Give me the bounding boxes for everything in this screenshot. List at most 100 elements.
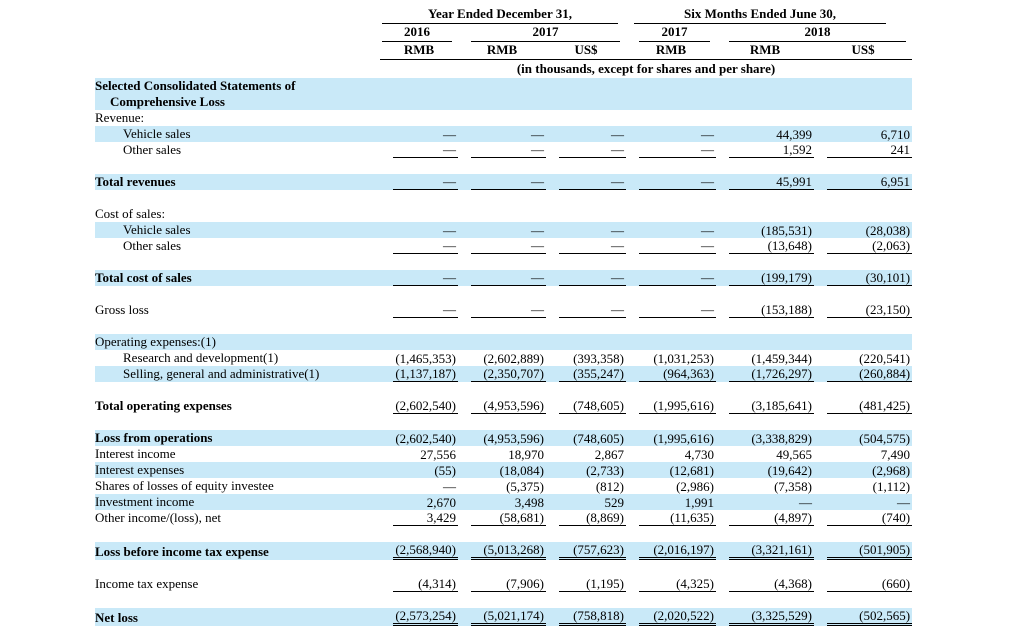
- value-cell: (2,016,197): [626, 542, 717, 560]
- row-label-text: Interest expenses: [95, 462, 185, 477]
- value-text: (4,325): [639, 576, 717, 592]
- value-cell: 27,556: [380, 446, 458, 462]
- value-cell: (3,338,829): [716, 430, 814, 446]
- value-text: (7,906): [471, 576, 546, 592]
- value-text: (185,531): [761, 223, 813, 238]
- value-text: (812): [595, 479, 625, 494]
- row-label: Loss before income tax expense: [95, 542, 380, 560]
- value-cell: (2,602,889): [458, 350, 546, 366]
- row-label: Selling, general and administrative(1): [95, 366, 380, 382]
- value-text: [729, 95, 814, 110]
- value-text: (3,321,161): [729, 542, 815, 560]
- value-cell: [626, 206, 716, 222]
- value-text: (2,602,540): [395, 431, 456, 446]
- value-text: (3,185,641): [729, 398, 815, 414]
- value-cell: 4,730: [626, 446, 716, 462]
- value-cell: (13,648): [716, 238, 815, 254]
- value-text: (1,995,616): [653, 431, 715, 446]
- value-text: (2,350,707): [471, 366, 546, 382]
- value-text: (55): [434, 463, 456, 478]
- row-label-text: Interest income: [95, 446, 176, 461]
- value-cell: [814, 78, 912, 110]
- value-cell: 2,670: [380, 494, 458, 510]
- currency-row: RMB RMB US$ RMB RMB US$: [95, 42, 913, 60]
- value-cell: —: [380, 222, 458, 238]
- value-text: (1,726,297): [729, 366, 815, 382]
- spacer-row: [95, 254, 912, 270]
- table-row: Total revenues — — — — 45,991 6,951: [95, 174, 913, 190]
- value-text: —: [531, 223, 544, 238]
- value-cell: (660): [814, 576, 913, 592]
- value-text: —: [559, 142, 627, 158]
- value-text: —: [639, 270, 717, 286]
- value-cell: (55): [380, 462, 458, 478]
- value-cell: (220,541): [814, 350, 912, 366]
- table-row: Interest expenses (55) (18,084) (2,733) (12,…: [95, 462, 913, 478]
- value-cell: (1,195): [546, 576, 627, 592]
- row-label-text: Selected Consolidated Statements of: [95, 78, 296, 93]
- value-cell: —: [626, 174, 717, 190]
- table-row: Other sales — — — — (13,648) (2,063): [95, 238, 913, 254]
- value-text: 1,592: [729, 142, 815, 158]
- spacer-row: [95, 158, 912, 174]
- row-label: Cost of sales:: [95, 206, 380, 222]
- table-row: Income tax expense (4,314) (7,906) (1,195) (…: [95, 576, 913, 592]
- value-cell: [380, 334, 458, 350]
- spacer-cell: [95, 190, 912, 206]
- value-text: [729, 207, 814, 222]
- value-text: (199,179): [729, 270, 815, 286]
- row-label-text: Other sales: [123, 142, 182, 157]
- value-cell: —: [458, 174, 546, 190]
- value-cell: —: [380, 142, 458, 158]
- row-label-text: Research and development(1): [123, 350, 279, 365]
- row-label-text: Vehicle sales: [123, 222, 191, 237]
- value-text: (964,363): [639, 366, 717, 382]
- value-cell: (1,031,253): [626, 350, 716, 366]
- value-cell: —: [546, 302, 627, 318]
- value-cell: (8,869): [546, 510, 627, 526]
- value-cell: —: [380, 270, 458, 286]
- value-text: —: [471, 270, 546, 286]
- table-row: Interest income 27,556 18,970 2,867 4,730 49,…: [95, 446, 912, 462]
- period-group-label: Six Months Ended June 30,: [634, 6, 887, 24]
- value-text: [471, 207, 546, 222]
- value-cell: —: [546, 126, 626, 142]
- value-cell: [716, 334, 814, 350]
- row-label: Income tax expense: [95, 576, 380, 592]
- value-cell: (7,906): [458, 576, 546, 592]
- value-text: (2,733): [586, 463, 625, 478]
- value-cell: [546, 110, 626, 126]
- value-cell: —: [458, 222, 546, 238]
- year-col-2016: 2016: [380, 24, 458, 42]
- spacer-cell: [95, 158, 912, 174]
- value-text: (2,602,540): [393, 398, 458, 414]
- value-cell: 2,867: [546, 446, 626, 462]
- value-cell: (12,681): [626, 462, 716, 478]
- value-text: —: [559, 238, 627, 254]
- value-text: (393,358): [573, 351, 625, 366]
- spacer-cell: [95, 254, 912, 270]
- value-cell: (5,375): [458, 478, 546, 494]
- value-cell: —: [626, 238, 717, 254]
- value-cell: (19,642): [716, 462, 814, 478]
- value-text: 7,490: [880, 447, 911, 462]
- row-label-text: Total cost of sales: [95, 270, 192, 285]
- value-text: [559, 335, 626, 350]
- table-row: Operating expenses:(1): [95, 334, 913, 350]
- value-cell: (23,150): [814, 302, 913, 318]
- value-text: 1,991: [684, 495, 715, 510]
- value-text: (1,031,253): [653, 351, 715, 366]
- value-text: 241: [827, 142, 913, 158]
- value-cell: —: [546, 270, 627, 286]
- value-cell: [814, 206, 912, 222]
- row-label: Net loss: [95, 608, 380, 626]
- value-text: —: [611, 127, 625, 142]
- value-cell: (4,953,596): [458, 398, 546, 414]
- value-text: [393, 95, 458, 110]
- value-text: (2,986): [676, 479, 715, 494]
- table-row: Total operating expenses (2,602,540) (4,95…: [95, 398, 913, 414]
- table-row: Investment income 2,670 3,498 529 1,991 — —: [95, 494, 913, 510]
- value-cell: (2,733): [546, 462, 626, 478]
- table-body: Selected Consolidated Statements of Compr…: [95, 78, 913, 626]
- value-cell: —: [546, 238, 627, 254]
